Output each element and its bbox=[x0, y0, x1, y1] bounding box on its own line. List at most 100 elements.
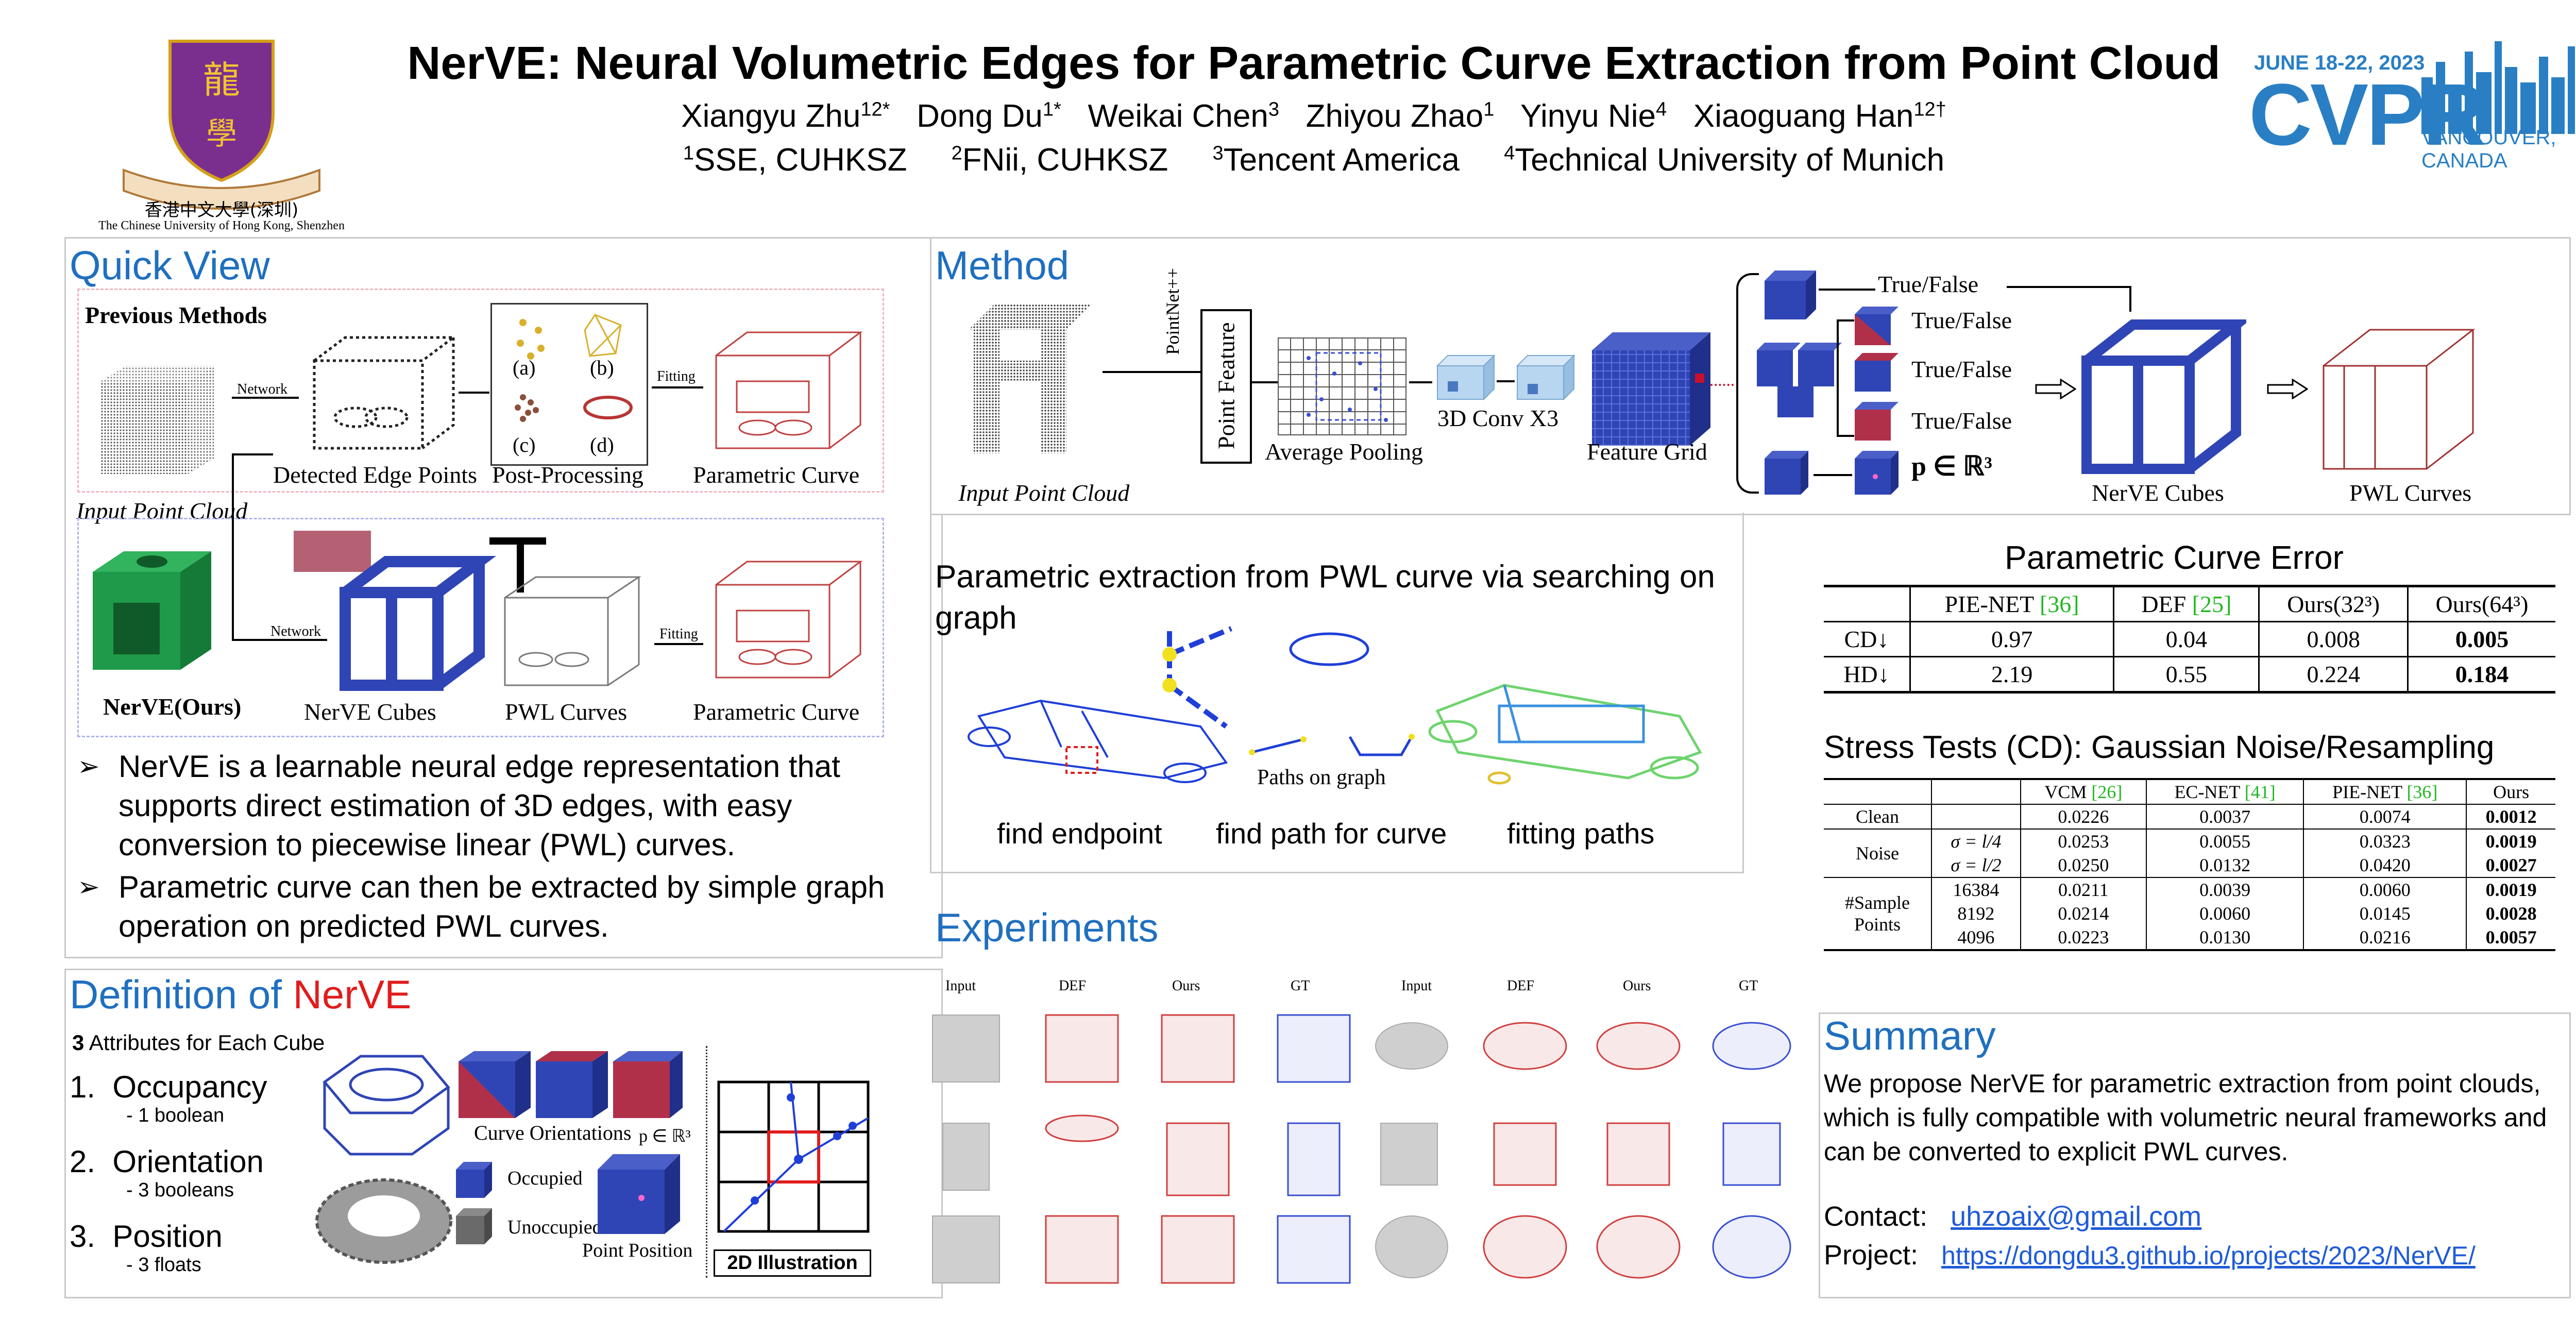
previous-methods-label: Previous Methods bbox=[85, 302, 267, 328]
row-label: Clean bbox=[1824, 804, 1933, 829]
arrow-icon bbox=[654, 643, 703, 645]
detected-edge-points-image bbox=[304, 330, 459, 459]
table-row: HD↓ 2.19 0.55 0.224 0.184 bbox=[1824, 656, 2555, 692]
table-row: 4096 0.0223 0.0130 0.0216 0.0057 bbox=[1824, 925, 2555, 950]
table-cell: 0.0211 bbox=[2020, 877, 2147, 902]
metric-cell: HD↓ bbox=[1824, 656, 1911, 692]
feature-grid-caption: Feature Grid bbox=[1587, 438, 1707, 465]
table-cell: 0.97 bbox=[1910, 621, 2115, 657]
table-cell bbox=[1931, 804, 2021, 829]
orientation-cube-y bbox=[1852, 350, 1904, 392]
table-cell: 0.0027 bbox=[2485, 855, 2537, 875]
method-pwl-curves-caption: PWL Curves bbox=[2349, 480, 2472, 506]
hex-nut-wireframe bbox=[309, 1046, 459, 1164]
param-error-table: PIE-NET [36] DEF [25] Ours(32³) Ours(64³… bbox=[1824, 585, 2555, 694]
pwl-curves-caption: PWL Curves bbox=[505, 699, 628, 725]
green-cube-image bbox=[82, 541, 222, 675]
dotted-divider bbox=[706, 1046, 707, 1278]
attribute-occupancy: 1. Occupancy - 1 boolean bbox=[70, 1070, 267, 1126]
table-cell: 0.184 bbox=[2455, 661, 2509, 687]
fitting-paths-image bbox=[1422, 665, 1710, 809]
table-cell: 16384 bbox=[1931, 877, 2021, 902]
svg-text:學: 學 bbox=[206, 116, 237, 152]
affiliation: 4Technical University of Munich bbox=[1504, 142, 1945, 178]
paths-on-graph-image bbox=[1242, 629, 1417, 773]
table-cell: 0.0132 bbox=[2146, 853, 2304, 877]
table-cell: 0.0420 bbox=[2303, 853, 2467, 877]
nerve-ours-label: NerVE(Ours) bbox=[103, 694, 242, 720]
find-path-caption: find path for curve bbox=[1216, 817, 1447, 850]
dotted-connector bbox=[1710, 384, 1734, 386]
method-input-caption: Input Point Cloud bbox=[958, 480, 1130, 506]
table-cell: 0.0060 bbox=[2146, 902, 2304, 925]
table-cell: 0.0145 bbox=[2303, 902, 2467, 925]
table-cell: 8192 bbox=[1931, 902, 2021, 925]
conference-place: VANCOUVER, CANADA bbox=[2421, 126, 2556, 172]
method-nerve-cubes-image bbox=[2076, 304, 2251, 479]
point-position-cube bbox=[592, 1149, 685, 1237]
row-label: #Sample Points bbox=[1824, 877, 1933, 950]
project-label: Project: bbox=[1824, 1240, 1919, 1271]
exp-column-header: Input bbox=[1401, 978, 1432, 994]
table-cell: 0.0226 bbox=[2020, 804, 2147, 829]
author: Yinyu Nie4 bbox=[1520, 98, 1667, 134]
project-line: Project: https://dongdu3.github.io/proje… bbox=[1824, 1239, 2476, 1271]
hollow-arrow-icon bbox=[2267, 378, 2309, 400]
arrow-icon bbox=[2129, 286, 2131, 312]
contact-line: Contact: uhzoaix@gmail.com bbox=[1824, 1200, 2201, 1232]
author: Dong Du1* bbox=[917, 98, 1061, 134]
experiments-title: Experiments bbox=[935, 905, 1159, 950]
arrow-icon bbox=[1103, 371, 1200, 373]
university-name-en: The Chinese University of Hong Kong, She… bbox=[98, 219, 345, 232]
conv-caption: 3D Conv X3 bbox=[1437, 405, 1559, 431]
nerve-ours-box bbox=[77, 518, 884, 737]
definition-title: Definition of NerVE bbox=[70, 972, 412, 1017]
2d-illustration-grid bbox=[714, 1077, 876, 1247]
bracket bbox=[1837, 319, 1854, 437]
table-cell: 4096 bbox=[1931, 925, 2021, 950]
p-symbol-method: p ∈ ℝ³ bbox=[1911, 452, 1992, 481]
find-endpoint-caption: find endpoint bbox=[997, 817, 1162, 850]
table-header-cell: PIE-NET [36] bbox=[1910, 586, 2115, 622]
attributes-heading: 3 Attributes for Each Cube bbox=[72, 1030, 325, 1055]
connector-line bbox=[232, 453, 234, 639]
arrow-icon bbox=[1814, 474, 1852, 476]
table-cell: σ = l/4 bbox=[1931, 829, 2021, 853]
exp-column-header: GT bbox=[1739, 978, 1758, 994]
true-false-label-3: True/False bbox=[1911, 356, 2012, 382]
nerve-cubes-caption: NerVE Cubes bbox=[304, 699, 436, 725]
hollow-arrow-icon bbox=[2035, 378, 2077, 400]
table-header-cell: Ours(32³) bbox=[2259, 586, 2409, 622]
table-header-cell: Ours(64³) bbox=[2435, 591, 2529, 617]
arrow-icon bbox=[459, 392, 489, 394]
param-error-title: Parametric Curve Error bbox=[2005, 539, 2344, 576]
orientation-cube-group bbox=[1752, 340, 1844, 417]
cvpr-logo bbox=[2251, 31, 2576, 165]
table-cell: 0.0060 bbox=[2303, 877, 2467, 902]
attribute-position: 3. Position - 3 floats bbox=[70, 1219, 223, 1276]
stress-test-title: Stress Tests (CD): Gaussian Noise/Resamp… bbox=[1824, 730, 2495, 765]
method-nerve-cubes-caption: NerVE Cubes bbox=[2092, 480, 2224, 506]
summary-title: Summary bbox=[1824, 1013, 1996, 1058]
table-row: #Sample Points 16384 0.0211 0.0039 0.0060… bbox=[1824, 877, 2555, 950]
position-cube-2 bbox=[1852, 448, 1904, 495]
quickview-input-caption: Input Point Cloud bbox=[76, 498, 248, 524]
exp-column-header: GT bbox=[1291, 978, 1310, 994]
table-header-cell bbox=[1824, 779, 1933, 804]
experiments-grid: Input DEF Ours GT Input DEF Ours GT bbox=[922, 974, 1793, 1298]
project-url-link[interactable]: https://dongdu3.github.io/projects/2023/… bbox=[1941, 1241, 2476, 1270]
table-header-row: VCM [26] EC-NET [41] PIE-NET [36] Ours bbox=[1824, 779, 2555, 804]
contact-email-link[interactable]: uhzoaix@gmail.com bbox=[1951, 1201, 2202, 1232]
exp-column-header: Ours bbox=[1623, 978, 1651, 994]
affiliation: 2FNii, CUHKSZ bbox=[951, 142, 1168, 178]
table-row: σ = l/2 0.0250 0.0132 0.0420 0.0027 bbox=[1824, 853, 2555, 877]
affiliation: 1SSE, CUHKSZ bbox=[683, 142, 907, 178]
average-pooling-caption: Average Pooling bbox=[1265, 438, 1423, 465]
author-list: Xiangyu Zhu12* Dong Du1* Weikai Chen3 Zh… bbox=[361, 98, 2267, 134]
table-cell: 0.0214 bbox=[2020, 902, 2147, 925]
table-cell: 0.0057 bbox=[2485, 927, 2537, 948]
arrow-icon bbox=[2007, 286, 2130, 288]
occupancy-cube bbox=[1762, 268, 1819, 319]
conference-name: CVPR bbox=[2249, 66, 2486, 164]
table-header-cell: EC-NET [41] bbox=[2146, 779, 2304, 804]
